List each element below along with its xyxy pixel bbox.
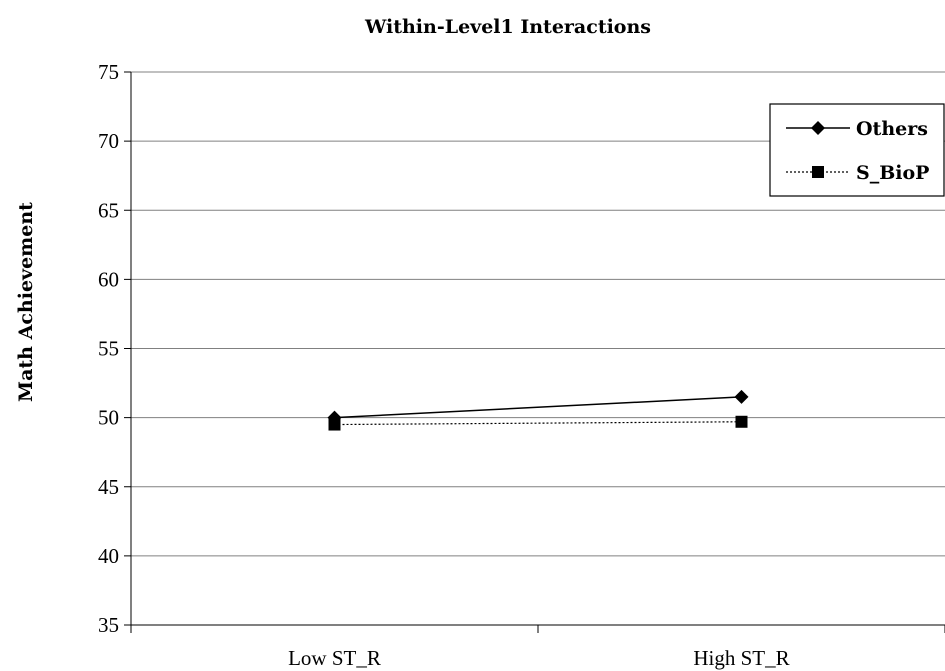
legend-marker-s-biop [812, 166, 824, 178]
y-axis-label: Math Achievement [15, 202, 37, 402]
legend-label-others: Others [856, 118, 928, 140]
axes: 35 40 45 50 55 60 65 70 75 Low ST_R High ST_R [98, 60, 945, 670]
legend-box [769, 103, 945, 197]
y-tick-label: 55 [98, 337, 119, 361]
y-tick-label: 45 [98, 475, 119, 499]
x-tick-label: High ST_R [693, 646, 789, 670]
series-layer [327, 389, 749, 431]
legend: Others S_BioP [769, 103, 945, 197]
series-s-biop [328, 415, 748, 431]
y-tick-label: 35 [98, 613, 119, 637]
data-point-others [734, 389, 749, 404]
x-tick-label: Low ST_R [288, 646, 381, 670]
data-point-s-biop [735, 415, 748, 428]
grid [131, 71, 945, 557]
y-tick-label: 65 [98, 198, 119, 222]
y-tick-label: 60 [98, 267, 119, 291]
chart-title: Within-Level1 Interactions [364, 16, 651, 38]
y-tick-label: 40 [98, 544, 119, 568]
series-line-others [334, 396, 742, 419]
data-point-s-biop [328, 418, 341, 431]
y-tick-label: 70 [98, 129, 119, 153]
series-line-s-biop [334, 421, 742, 426]
legend-label-s-biop: S_BioP [856, 162, 929, 184]
series-others [327, 389, 749, 425]
legend-marker-others [811, 121, 825, 135]
y-tick-label: 75 [98, 60, 119, 84]
y-tick-label: 50 [98, 406, 119, 430]
